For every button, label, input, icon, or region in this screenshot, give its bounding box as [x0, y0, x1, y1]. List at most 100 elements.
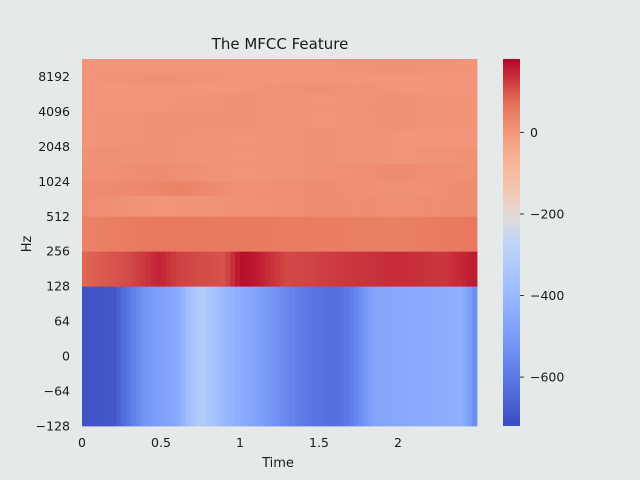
heatmap-cell — [165, 111, 172, 130]
heatmap-cell — [368, 59, 374, 74]
heatmap-cell — [363, 181, 369, 196]
heatmap-cell — [215, 83, 221, 95]
heatmap-band-1 — [82, 251, 478, 287]
heatmap-cell — [422, 286, 429, 427]
heatmap-cell — [452, 72, 458, 84]
heatmap-cell — [82, 93, 88, 112]
heatmap-cell — [96, 83, 103, 95]
heatmap-cell — [348, 216, 354, 252]
heatmap-cell — [264, 93, 271, 112]
heatmap-cell — [91, 251, 98, 287]
heatmap-cell — [269, 93, 275, 112]
heatmap-cell — [442, 83, 448, 95]
heatmap-cell — [437, 163, 443, 182]
heatmap-cell — [200, 251, 206, 287]
heatmap-cell — [136, 195, 142, 217]
heatmap-cell — [383, 128, 389, 147]
heatmap-cell — [289, 72, 295, 84]
heatmap-cell — [230, 72, 236, 84]
heatmap-cell — [452, 93, 458, 112]
heatmap-cell — [220, 128, 226, 147]
heatmap-cell — [86, 251, 93, 287]
heatmap-cell — [170, 93, 177, 112]
heatmap-cell — [412, 111, 419, 130]
heatmap-cell — [314, 216, 320, 252]
heatmap-cell — [417, 128, 424, 147]
heatmap-cell — [195, 128, 201, 147]
heatmap-cell — [230, 146, 236, 165]
heatmap-cell — [304, 251, 310, 287]
heatmap-cell — [225, 111, 231, 130]
heatmap-cell — [146, 146, 152, 165]
heatmap-cell — [309, 146, 315, 165]
heatmap-cell — [220, 216, 226, 252]
heatmap-cell — [156, 83, 162, 95]
heatmap-cell — [323, 163, 330, 182]
heatmap-cell — [161, 216, 167, 252]
heatmap-cell — [437, 111, 443, 130]
heatmap-cell — [393, 128, 399, 147]
heatmap-cell — [259, 146, 266, 165]
heatmap-cell — [254, 128, 261, 147]
heatmap-cell — [467, 216, 473, 252]
heatmap-cell — [452, 83, 458, 95]
heatmap-cell — [333, 163, 340, 182]
heatmap-cell — [279, 251, 285, 287]
heatmap-cell — [373, 163, 379, 182]
heatmap-cell — [447, 128, 453, 147]
heatmap-cell — [175, 83, 182, 95]
heatmap-cell — [378, 146, 384, 165]
heatmap-cell — [427, 163, 433, 182]
heatmap-cell — [467, 195, 473, 217]
heatmap-cell — [141, 111, 147, 130]
heatmap-cell — [240, 72, 246, 84]
heatmap-cell — [215, 146, 221, 165]
heatmap-cell — [462, 251, 468, 287]
heatmap-cell — [447, 83, 453, 95]
heatmap-cell — [274, 72, 280, 84]
heatmap-cell — [388, 128, 394, 147]
heatmap-cell — [304, 146, 310, 165]
heatmap-cell — [348, 286, 354, 427]
heatmap-cell — [393, 216, 399, 252]
heatmap-cell — [353, 59, 359, 74]
heatmap-cell — [180, 251, 187, 287]
heatmap-cell — [304, 163, 310, 182]
heatmap-cell — [111, 251, 117, 287]
heatmap-cell — [393, 83, 399, 95]
heatmap-cell — [442, 72, 448, 84]
heatmap-cell — [185, 216, 192, 252]
heatmap-cell — [417, 59, 424, 74]
heatmap-cell — [432, 93, 438, 112]
heatmap-cell — [314, 195, 320, 217]
heatmap-cell — [151, 163, 157, 182]
heatmap-cell — [264, 216, 271, 252]
heatmap-cell — [210, 93, 216, 112]
heatmap-cell — [210, 72, 216, 84]
heatmap-cell — [333, 286, 340, 427]
heatmap-cell — [180, 146, 187, 165]
heatmap-cell — [190, 216, 196, 252]
heatmap-cell — [141, 146, 147, 165]
heatmap-cell — [462, 286, 468, 427]
heatmap-cell — [230, 59, 236, 74]
heatmap-cell — [417, 251, 424, 287]
heatmap-cell — [328, 128, 335, 147]
heatmap-cell — [244, 72, 251, 84]
heatmap-cell — [373, 59, 379, 74]
heatmap-cell — [249, 83, 256, 95]
heatmap-cell — [195, 59, 201, 74]
heatmap-cell — [235, 286, 241, 427]
heatmap-cell — [294, 286, 300, 427]
heatmap-cell — [269, 83, 275, 95]
heatmap-cell — [323, 83, 330, 95]
heatmap-cell — [353, 146, 359, 165]
heatmap-cell — [373, 72, 379, 84]
heatmap-cell — [131, 181, 137, 196]
heatmap-cell — [299, 251, 305, 287]
heatmap-cell — [299, 72, 305, 84]
heatmap-cell — [215, 181, 221, 196]
heatmap-cell — [264, 111, 271, 130]
heatmap-cell — [244, 111, 251, 130]
heatmap-cell — [195, 83, 201, 95]
